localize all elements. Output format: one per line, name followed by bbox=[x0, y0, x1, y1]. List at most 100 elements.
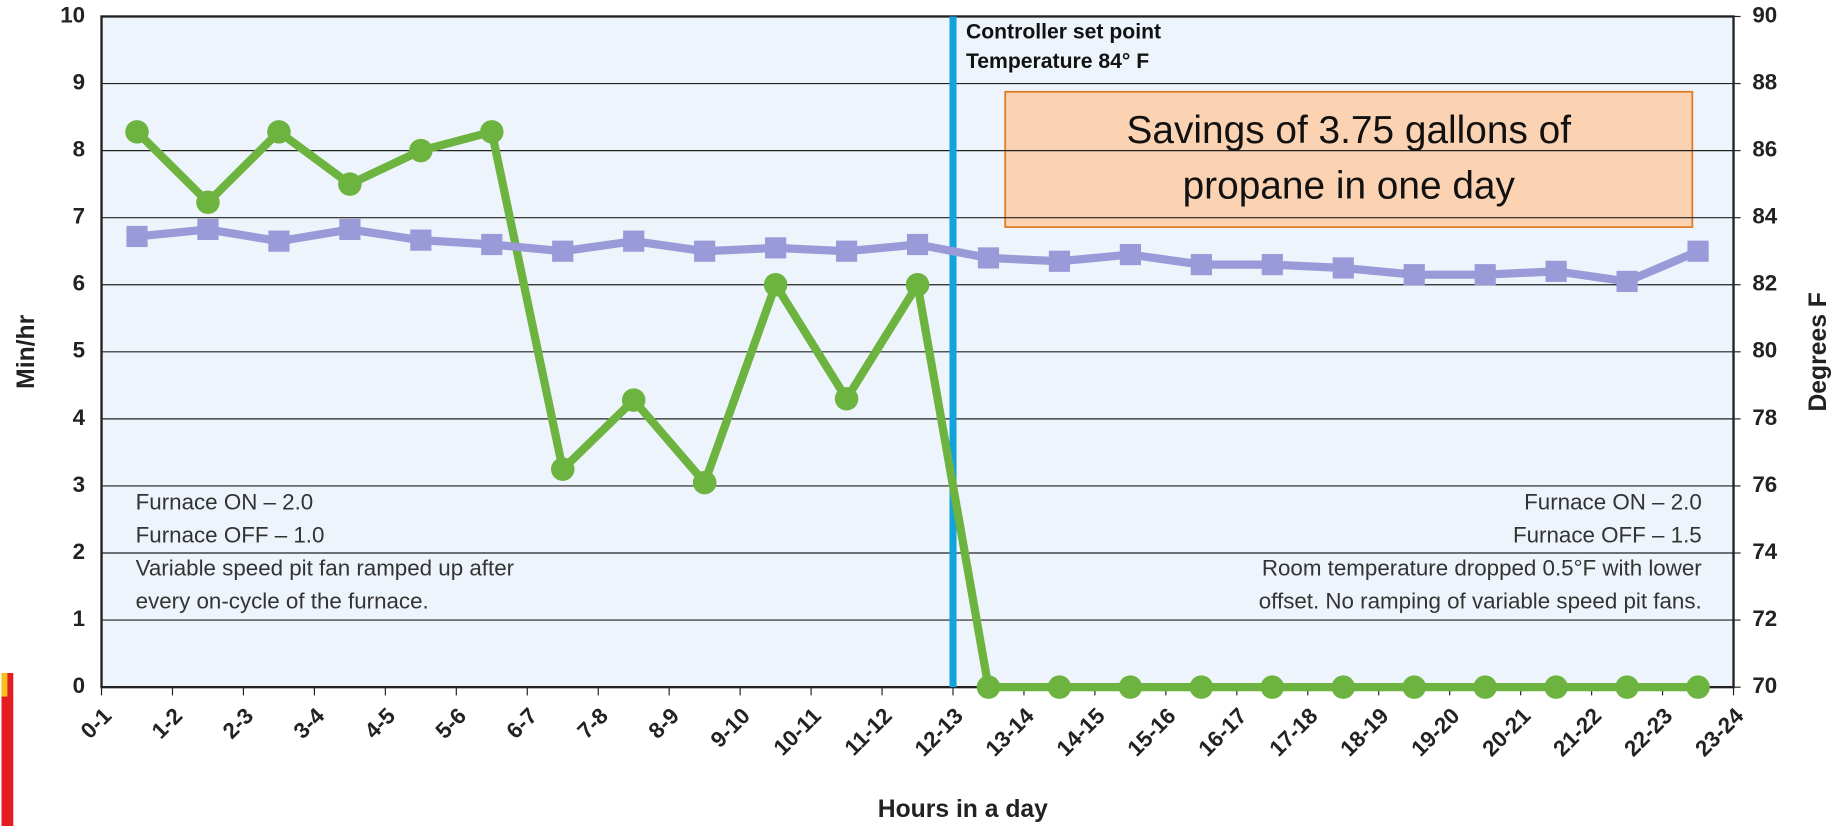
series-marker bbox=[197, 218, 219, 241]
x-tick-label: 16-17 bbox=[1194, 703, 1252, 761]
x-tick-label: 22-23 bbox=[1619, 703, 1677, 761]
series-marker bbox=[1119, 243, 1141, 266]
series-marker bbox=[1687, 240, 1709, 262]
y2-axis-label: Degrees F bbox=[1805, 292, 1832, 411]
y-tick-label: 8 bbox=[73, 137, 85, 162]
plot-border bbox=[100, 15, 1735, 689]
x-tick-label: 11-12 bbox=[840, 703, 897, 760]
series-marker bbox=[1189, 675, 1214, 699]
y-tick-label: 10 bbox=[60, 2, 85, 27]
series-marker bbox=[1544, 675, 1568, 699]
series-marker bbox=[623, 230, 645, 252]
right-note: Room temperature dropped 0.5°F with lowe… bbox=[1262, 555, 1702, 580]
series-marker bbox=[1047, 675, 1072, 699]
edge-decoration bbox=[1, 673, 8, 697]
y2-tick-label: 88 bbox=[1752, 69, 1777, 94]
series-marker bbox=[765, 237, 787, 259]
y-tick-label: 7 bbox=[73, 204, 85, 229]
y2-tick-label: 86 bbox=[1752, 137, 1777, 162]
series-marker bbox=[1190, 254, 1212, 276]
series-marker bbox=[1332, 257, 1354, 279]
y2-tick-label: 84 bbox=[1752, 204, 1777, 229]
series-marker bbox=[834, 386, 859, 411]
x-tick-label: 3-4 bbox=[289, 703, 330, 744]
y-tick-label: 6 bbox=[73, 271, 85, 296]
series-marker bbox=[480, 120, 504, 144]
series-marker bbox=[1545, 260, 1567, 282]
series-marker bbox=[1615, 675, 1639, 699]
x-tick-label: 5-6 bbox=[431, 703, 472, 744]
x-tick-label: 4-5 bbox=[360, 703, 401, 744]
right-note: Furnace ON – 2.0 bbox=[1524, 490, 1702, 515]
series-marker bbox=[339, 218, 361, 241]
x-tick-label: 14-15 bbox=[1052, 703, 1110, 761]
series-marker bbox=[976, 675, 1001, 699]
y-tick-label: 1 bbox=[73, 606, 85, 631]
left-note: Variable speed pit fan ramped up after bbox=[136, 555, 515, 580]
series-marker bbox=[1331, 675, 1356, 699]
series-marker bbox=[338, 172, 362, 196]
left-note: Furnace ON – 2.0 bbox=[136, 490, 314, 515]
series-marker bbox=[410, 229, 432, 251]
y-tick-label: 5 bbox=[73, 338, 85, 363]
callout-text: propane in one day bbox=[1183, 165, 1516, 208]
y-tick-label: 3 bbox=[73, 472, 85, 497]
x-tick-label: 6-7 bbox=[502, 703, 543, 744]
series-marker bbox=[1402, 675, 1426, 699]
x-tick-label: 10-11 bbox=[769, 703, 826, 760]
series-marker bbox=[694, 240, 716, 262]
series-marker bbox=[1048, 250, 1071, 272]
series-marker bbox=[125, 120, 149, 144]
series-marker bbox=[1616, 270, 1638, 292]
series-marker bbox=[835, 240, 858, 262]
y2-tick-label: 76 bbox=[1752, 472, 1777, 497]
series-marker bbox=[552, 240, 574, 262]
series-marker bbox=[1260, 675, 1285, 699]
series-marker bbox=[905, 272, 930, 297]
right-note: Furnace OFF – 1.5 bbox=[1513, 522, 1702, 547]
y-tick-label: 9 bbox=[73, 69, 85, 94]
series-marker bbox=[1118, 675, 1143, 699]
y2-tick-label: 90 bbox=[1752, 2, 1777, 27]
x-tick-label: 20-21 bbox=[1477, 703, 1535, 761]
series-marker bbox=[977, 247, 1000, 269]
series-marker bbox=[621, 388, 646, 412]
series-marker bbox=[481, 233, 503, 256]
series-marker bbox=[1474, 264, 1496, 286]
series-marker bbox=[267, 120, 291, 144]
series-marker bbox=[692, 470, 717, 495]
series-marker bbox=[1686, 675, 1710, 699]
x-tick-label: 17-18 bbox=[1264, 703, 1322, 761]
x-tick-label: 2-3 bbox=[218, 703, 259, 744]
left-note: Furnace OFF – 1.0 bbox=[136, 522, 325, 547]
series-marker bbox=[763, 272, 788, 297]
y2-tick-label: 78 bbox=[1752, 405, 1777, 430]
y2-tick-label: 70 bbox=[1752, 673, 1777, 698]
y-axis-label: Min/hr bbox=[13, 314, 40, 388]
x-tick-label: 21-22 bbox=[1548, 703, 1606, 761]
x-tick-label: 19-20 bbox=[1406, 703, 1464, 761]
x-tick-label: 9-10 bbox=[706, 703, 755, 752]
callout-box bbox=[1004, 90, 1694, 228]
y-tick-label: 0 bbox=[73, 673, 85, 698]
series-marker bbox=[409, 138, 433, 163]
x-tick-label: 1-2 bbox=[147, 703, 188, 744]
series-marker bbox=[1403, 264, 1425, 286]
series-marker bbox=[196, 190, 220, 215]
set-point-label: Controller set point bbox=[966, 21, 1161, 44]
right-note: offset. No ramping of variable speed pit… bbox=[1259, 588, 1702, 613]
y-tick-label: 2 bbox=[73, 539, 85, 564]
left-note: every on-cycle of the furnace. bbox=[136, 588, 429, 613]
x-axis-label: Hours in a day bbox=[878, 796, 1048, 823]
x-tick-label: 18-19 bbox=[1335, 703, 1393, 761]
y2-tick-label: 74 bbox=[1752, 539, 1777, 564]
series-marker bbox=[268, 230, 290, 252]
edge-decoration bbox=[1, 673, 14, 826]
x-tick-label: 12-13 bbox=[910, 703, 968, 761]
y2-tick-label: 72 bbox=[1752, 606, 1777, 631]
set-point-label: Temperature 84° F bbox=[966, 50, 1149, 73]
y2-tick-label: 80 bbox=[1752, 338, 1777, 363]
x-tick-label: 23-24 bbox=[1690, 703, 1748, 761]
